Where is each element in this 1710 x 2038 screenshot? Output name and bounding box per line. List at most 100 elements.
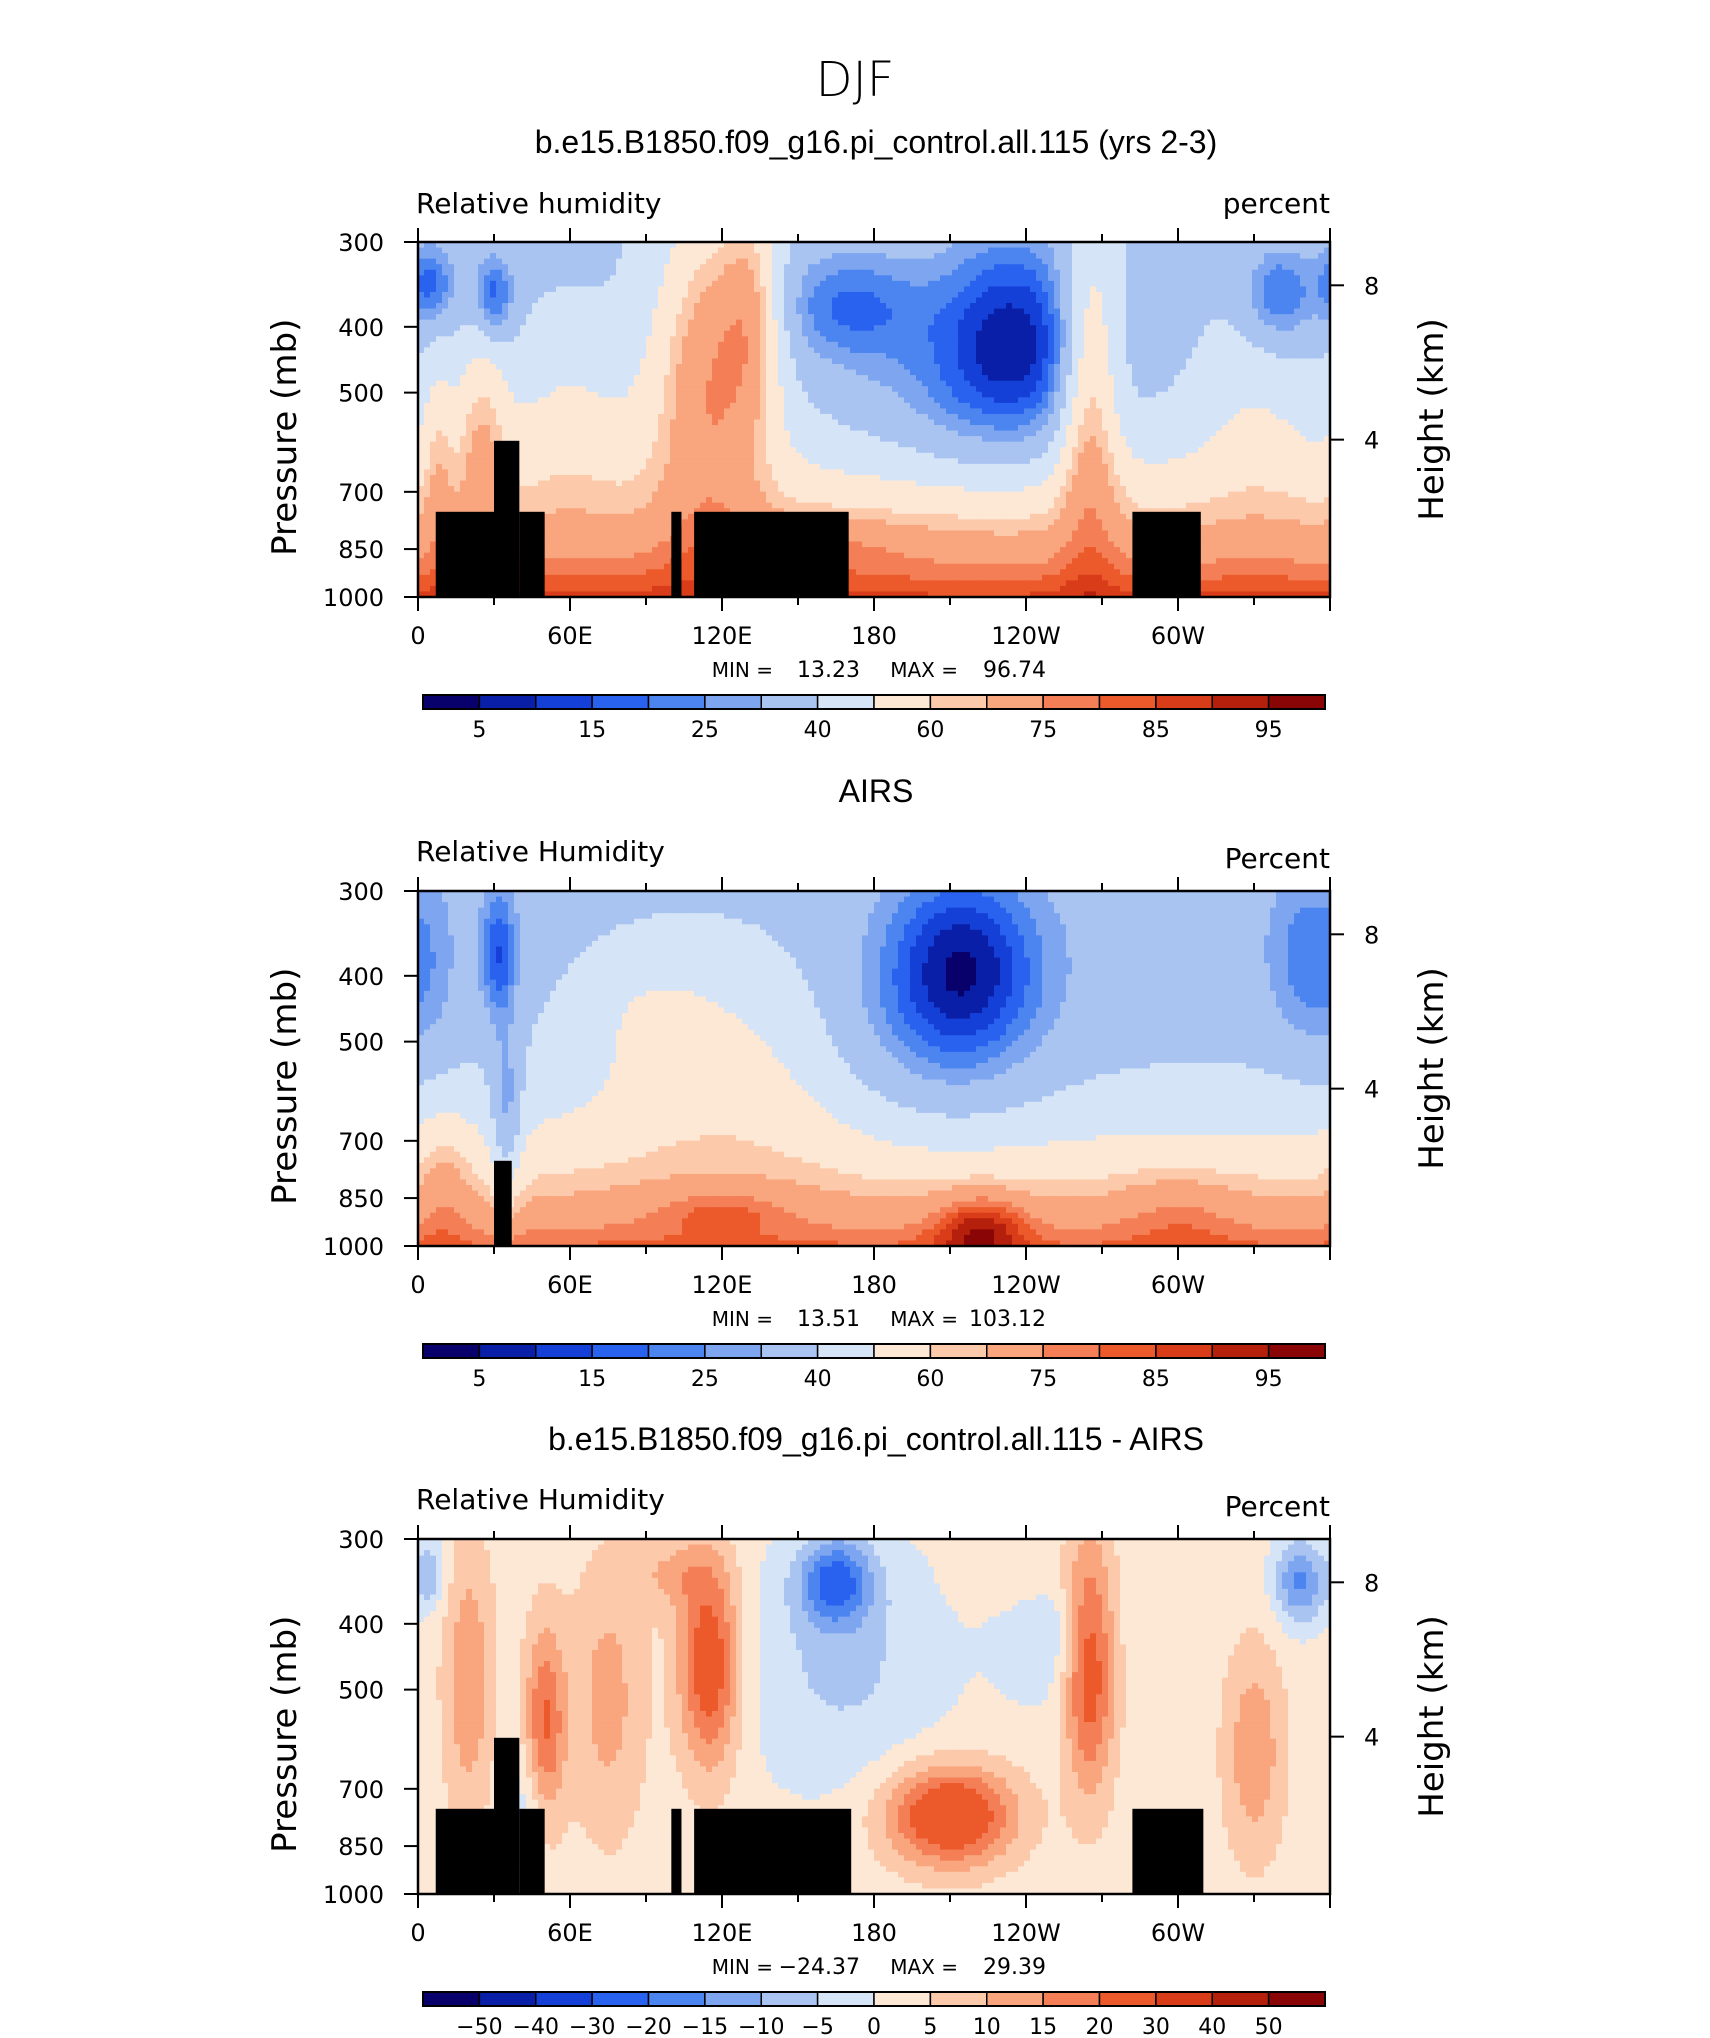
contour-cell — [886, 325, 893, 332]
contour-cell — [640, 297, 647, 304]
contour-cell — [646, 408, 653, 415]
contour-cell — [526, 247, 533, 254]
contour-cell — [1282, 375, 1289, 382]
contour-cell — [826, 303, 833, 310]
contour-cell — [1198, 402, 1205, 410]
contour-cell — [682, 402, 689, 410]
contour-cell — [628, 358, 635, 365]
contour-cell — [1096, 280, 1103, 287]
contour-cell — [1270, 380, 1277, 387]
contour-cell — [826, 341, 833, 348]
contour-cell — [448, 336, 455, 343]
contour-cell — [1108, 386, 1115, 393]
contour-cell — [826, 253, 833, 260]
contour-cell — [814, 391, 821, 398]
contour-cell — [1300, 364, 1307, 371]
contour-cell — [532, 408, 539, 415]
contour-cell — [478, 325, 485, 332]
contour-cell — [1108, 358, 1115, 365]
contour-cell — [1252, 286, 1259, 293]
contour-cell — [916, 325, 923, 332]
contour-cell — [1186, 258, 1193, 265]
contour-cell — [862, 242, 869, 249]
contour-cell — [1318, 358, 1325, 365]
contour-cell — [850, 413, 857, 421]
contour-cell — [970, 341, 977, 348]
contour-cell — [976, 347, 983, 354]
contour-cell — [616, 291, 623, 299]
contour-cell — [1180, 308, 1187, 315]
contour-cell — [712, 352, 719, 360]
contour-cell — [790, 375, 797, 382]
contour-cell — [706, 269, 713, 276]
contour-cell — [508, 275, 515, 282]
contour-cell — [1114, 253, 1121, 260]
contour-cell — [706, 297, 713, 304]
contour-cell — [526, 408, 533, 415]
contour-cell — [1084, 336, 1091, 343]
contour-cell — [1246, 269, 1253, 276]
contour-cell — [1138, 258, 1145, 265]
contour-cell — [1006, 269, 1013, 276]
contour-cell — [886, 419, 893, 426]
contour-cell — [526, 352, 533, 360]
contour-cell — [1048, 397, 1055, 404]
contour-cell — [1054, 419, 1061, 426]
contour-cell — [784, 303, 791, 310]
contour-cell — [1216, 397, 1223, 404]
contour-cell — [466, 291, 473, 299]
contour-cell — [934, 303, 941, 310]
contour-cell — [1204, 314, 1211, 321]
contour-cell — [772, 386, 779, 393]
contour-cell — [1300, 303, 1307, 310]
contour-cell — [658, 397, 665, 404]
contour-cell — [424, 297, 431, 304]
contour-cell — [1300, 375, 1307, 382]
contour-cell — [838, 352, 845, 360]
contour-cell — [742, 269, 749, 276]
contour-cell — [904, 264, 911, 271]
contour-cell — [868, 297, 875, 304]
contour-cell — [832, 402, 839, 410]
contour-cell — [1000, 291, 1007, 299]
contour-cell — [988, 291, 995, 299]
contour-cell — [1012, 291, 1019, 299]
contour-cell — [496, 358, 503, 365]
contour-cell — [880, 391, 887, 398]
contour-cell — [1096, 364, 1103, 371]
contour-cell — [910, 375, 917, 382]
contour-cell — [760, 397, 767, 404]
contour-cell — [1060, 280, 1067, 287]
contour-cell — [940, 352, 947, 360]
contour-cell — [970, 369, 977, 376]
contour-cell — [778, 397, 785, 404]
contour-cell — [760, 247, 767, 254]
contour-cell — [946, 269, 953, 276]
contour-cell — [538, 352, 545, 360]
contour-cell — [574, 402, 581, 410]
contour-cell — [736, 308, 743, 315]
contour-cell — [1240, 336, 1247, 343]
contour-cell — [454, 303, 461, 310]
contour-cell — [880, 325, 887, 332]
contour-cell — [448, 391, 455, 398]
contour-cell — [1168, 286, 1175, 293]
contour-cell — [1198, 380, 1205, 387]
contour-cell — [622, 330, 629, 337]
contour-cell — [442, 341, 449, 348]
contour-cell — [496, 253, 503, 260]
contour-cell — [550, 397, 557, 404]
contour-cell — [1186, 336, 1193, 343]
contour-cell — [868, 413, 875, 421]
contour-cell — [1054, 258, 1061, 265]
contour-cell — [670, 386, 677, 393]
contour-cell — [910, 297, 917, 304]
contour-cell — [784, 341, 791, 348]
contour-cell — [1186, 408, 1193, 415]
contour-cell — [1162, 391, 1169, 398]
contour-cell — [610, 308, 617, 315]
contour-cell — [1012, 242, 1019, 249]
contour-cell — [544, 402, 551, 410]
contour-cell — [670, 347, 677, 354]
contour-cell — [1018, 364, 1025, 371]
